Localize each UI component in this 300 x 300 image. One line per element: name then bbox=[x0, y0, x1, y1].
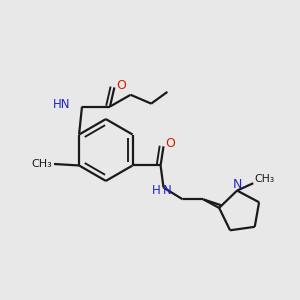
Text: H: H bbox=[152, 184, 161, 197]
Text: CH₃: CH₃ bbox=[32, 159, 52, 169]
Text: O: O bbox=[116, 79, 126, 92]
Text: N: N bbox=[163, 184, 171, 197]
Text: HN: HN bbox=[53, 98, 71, 111]
Text: O: O bbox=[165, 137, 175, 151]
Text: N: N bbox=[233, 178, 242, 190]
Text: CH₃: CH₃ bbox=[254, 174, 274, 184]
